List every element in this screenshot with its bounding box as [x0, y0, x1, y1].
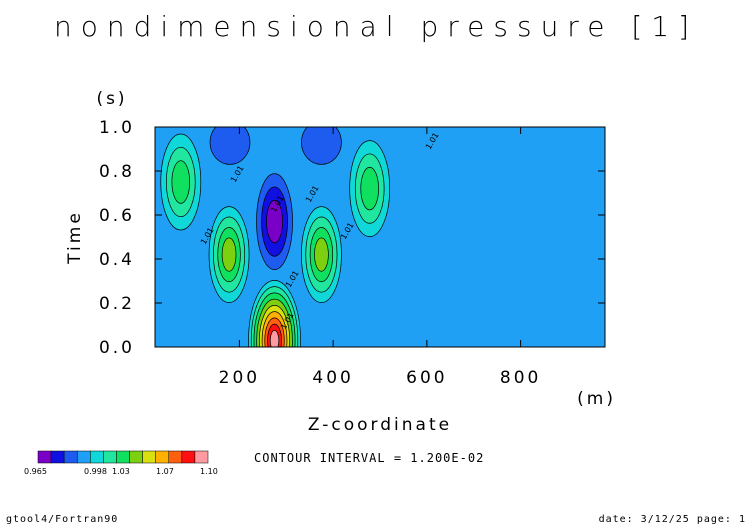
colorbar-tick-label: 1.03: [112, 467, 130, 476]
y-axis-unit: (s): [96, 89, 127, 109]
colorbar-swatch: [76, 450, 91, 464]
colorbar-swatch: [142, 450, 156, 464]
colorbar-swatch: [37, 450, 52, 464]
x-tick-label: 200: [219, 368, 260, 388]
y-tick-label: 0.0: [99, 338, 135, 358]
colorbar-swatch: [63, 450, 78, 464]
y-tick-label: 0.6: [99, 206, 135, 226]
colorbar-tick-label: 1.07: [156, 467, 174, 476]
y-tick-label: 0.4: [99, 250, 135, 270]
colorbar-swatch: [90, 450, 104, 464]
colorbar-swatch: [181, 450, 196, 464]
contour-interval-text: CONTOUR INTERVAL = 1.200E-02: [254, 451, 485, 465]
colorbar-tick-label: 1.10: [200, 467, 218, 476]
colorbar-swatch: [103, 450, 117, 464]
x-axis-unit: (m): [577, 389, 616, 409]
footer-date-page: date: 3/12/25 page: 1: [598, 514, 746, 525]
colorbar-swatch: [155, 450, 170, 464]
contour-low-1-level-1: [301, 127, 342, 165]
y-axis-label: Time: [65, 210, 85, 265]
contour-low-2-level-3: [266, 199, 283, 244]
contour-high-5-level-3: [171, 160, 191, 204]
contour-high-7-level-9: [269, 330, 280, 347]
y-tick-label: 1.0: [99, 118, 135, 138]
colorbar-tick-label: 0.965: [24, 467, 47, 476]
plot-field: 1.011.011.011.01 1.011.011.011.01: [155, 127, 605, 347]
y-tick-label: 0.8: [99, 162, 135, 182]
contour-high-4-level-4: [314, 237, 329, 272]
colorbar-swatch: [50, 450, 65, 464]
colorbar-tick-label: 0.998: [84, 467, 107, 476]
footer-program: gtool4/Fortran90: [6, 514, 119, 525]
colorbar-swatch: [116, 450, 130, 464]
chart-title: nondimensional pressure [1]: [53, 10, 698, 43]
y-tick-label: 0.2: [99, 294, 135, 314]
x-axis-label: Z-coordinate: [308, 415, 452, 435]
contour-low-0-level-1: [209, 127, 251, 165]
plot-frame: [154, 126, 606, 348]
contour-high-6-level-3: [360, 166, 379, 211]
colorbar-swatch: [194, 450, 209, 464]
x-tick-label: 600: [406, 368, 447, 388]
x-tick-label: 400: [312, 368, 353, 388]
colorbar-swatch: [129, 450, 143, 464]
colorbar-swatch: [168, 450, 183, 464]
contour-high-3-level-4: [221, 237, 237, 272]
x-tick-label: 800: [500, 368, 541, 388]
